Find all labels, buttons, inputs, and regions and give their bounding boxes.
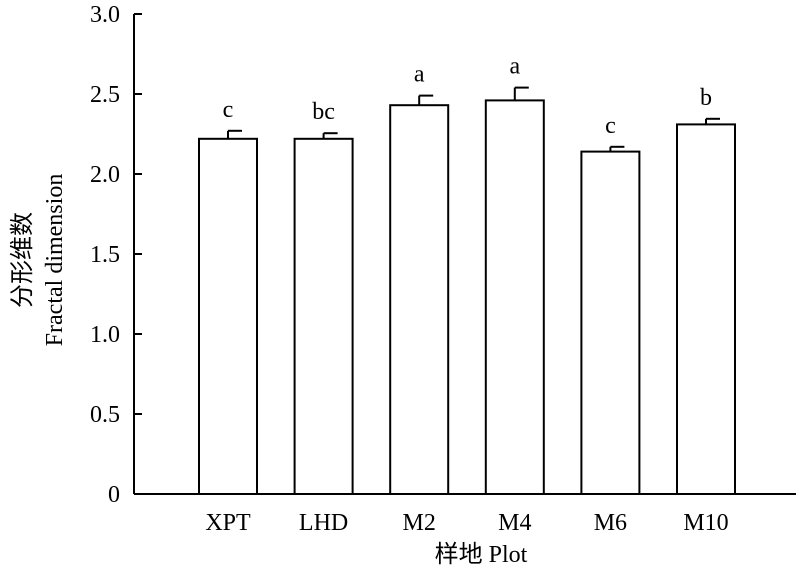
y-tick-label: 2.0 bbox=[90, 162, 120, 188]
significance-label: a bbox=[509, 54, 520, 80]
y-tick-label: 1.5 bbox=[90, 242, 120, 268]
x-tick-label: M2 bbox=[403, 510, 436, 536]
x-tick-label: XPT bbox=[205, 510, 251, 536]
x-tick-label: M10 bbox=[683, 510, 728, 536]
plot-area: 0 0.5 1.0 1.5 2.0 2.5 3.0 c XPT bc LHD a M2 a M4 c M6 b M1… bbox=[90, 2, 796, 536]
significance-label: c bbox=[223, 97, 234, 123]
x-tick-label: M6 bbox=[594, 510, 627, 536]
x-tick-label: LHD bbox=[299, 510, 348, 536]
significance-label: a bbox=[414, 62, 425, 88]
x-tick-label: M4 bbox=[498, 510, 531, 536]
bar bbox=[198, 137, 258, 496]
bar bbox=[676, 123, 736, 496]
y-tick-label: 0 bbox=[108, 482, 120, 508]
y-tick-label: 0.5 bbox=[90, 402, 120, 428]
y-axis-title-en: Fractal dimension bbox=[42, 174, 68, 347]
bar bbox=[293, 137, 354, 496]
significance-label: bc bbox=[312, 99, 335, 125]
bar bbox=[484, 99, 545, 496]
bar bbox=[580, 150, 641, 495]
significance-label: b bbox=[700, 85, 712, 111]
bar bbox=[389, 104, 450, 495]
y-tick-label: 2.5 bbox=[90, 82, 120, 108]
y-tick-label: 3.0 bbox=[90, 2, 120, 28]
significance-label: c bbox=[605, 113, 616, 139]
x-axis-title: 样地 Plot bbox=[435, 541, 528, 568]
y-axis-title-cn: 分形维数 bbox=[9, 212, 36, 308]
y-tick-label: 1.0 bbox=[90, 322, 120, 348]
